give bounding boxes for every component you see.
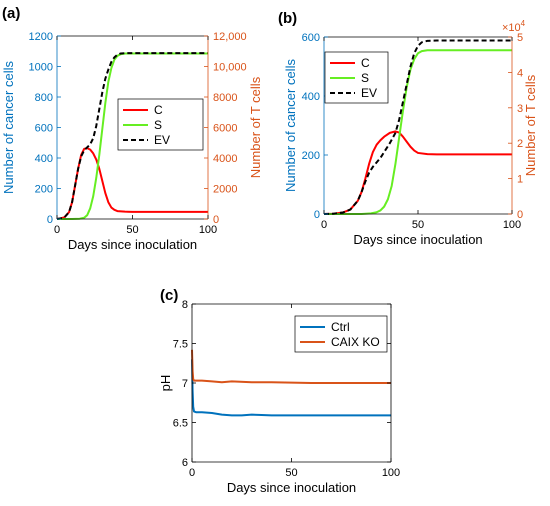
y-right-axis-label: Number of T cells — [523, 74, 538, 176]
x-tick-label: 50 — [412, 219, 424, 231]
y-tick-label: 600 — [302, 32, 320, 44]
legend-label: C — [361, 56, 370, 70]
series-line-s — [324, 49, 512, 215]
y-right-tick-label: 10,000 — [213, 62, 247, 74]
y-tick-label: 200 — [35, 184, 53, 196]
legend-label: CAIX KO — [331, 335, 380, 349]
series-line-c — [323, 130, 512, 215]
panel-label-b: (b) — [278, 10, 297, 27]
series-line-c — [56, 147, 208, 220]
x-tick-label: 100 — [199, 224, 217, 236]
legend-label: Ctrl — [331, 320, 350, 334]
y-right-tick-label: 1 — [517, 174, 523, 186]
y-tick-label: 1000 — [29, 62, 53, 74]
y-right-tick-label: 5 — [517, 32, 523, 44]
x-tick-label: 50 — [285, 467, 297, 479]
y-right-tick-label: 3 — [517, 103, 523, 115]
y-right-tick-label: 0 — [213, 214, 219, 226]
legend-box — [294, 315, 388, 353]
legend-label: EV — [154, 133, 170, 147]
x-tick-label: 100 — [382, 467, 400, 479]
x-tick-label: 0 — [321, 219, 327, 231]
legend-label: C — [154, 103, 163, 117]
y-right-tick-label: 4 — [517, 67, 523, 79]
y-right-tick-label: 8000 — [213, 92, 237, 104]
x-tick-label: 0 — [189, 467, 195, 479]
x-axis-label: Days since inoculation — [227, 480, 356, 495]
legend-label: S — [154, 118, 162, 132]
y-axis-label: pH — [158, 375, 173, 392]
x-axis-label: Days since inoculation — [353, 232, 482, 247]
y-right-tick-label: 0 — [517, 209, 523, 221]
y-tick-label: 7 — [182, 378, 188, 390]
y-tick-label: 600 — [35, 123, 53, 135]
y-right-tick-label: 12,000 — [213, 31, 247, 43]
y-right-multiplier: ×104 — [502, 19, 526, 34]
legend-label: EV — [361, 86, 377, 100]
y-tick-label: 7.5 — [173, 339, 188, 351]
y-tick-label: 6 — [182, 457, 188, 469]
y-right-tick-label: 6000 — [213, 123, 237, 135]
x-axis-label: Days since inoculation — [68, 237, 197, 252]
series-line-ev — [323, 39, 512, 215]
y-tick-label: 0 — [314, 209, 320, 221]
y-right-tick-label: 2000 — [213, 184, 237, 196]
y-right-tick-label: 2 — [517, 138, 523, 150]
y-tick-label: 400 — [302, 91, 320, 103]
panel-label-c: (c) — [160, 287, 178, 304]
y-tick-label: 800 — [35, 92, 53, 104]
y-tick-label: 6.5 — [173, 418, 188, 430]
panel-label-a: (a) — [2, 5, 20, 22]
series-line-caix-ko — [191, 349, 391, 384]
y-tick-label: 0 — [47, 214, 53, 226]
y-tick-label: 8 — [182, 299, 188, 311]
x-tick-label: 100 — [503, 219, 521, 231]
y-right-axis-label: Number of T cells — [248, 76, 263, 178]
y-axis-label: Number of cancer cells — [283, 59, 298, 192]
y-axis-label: Number of cancer cells — [1, 61, 16, 194]
legend-label: S — [361, 71, 369, 85]
x-tick-label: 50 — [126, 224, 138, 236]
series-line-ev — [56, 52, 208, 220]
y-tick-label: 200 — [302, 150, 320, 162]
y-tick-label: 1200 — [29, 31, 53, 43]
series-line-ctrl — [191, 359, 391, 417]
y-tick-label: 400 — [35, 153, 53, 165]
chart-c: 0 50 100 Days since inoculation 6 6.5 7 7.5 8 pH C… — [158, 299, 400, 495]
y-right-tick-label: 4000 — [213, 153, 237, 165]
x-tick-label: 0 — [54, 224, 60, 236]
